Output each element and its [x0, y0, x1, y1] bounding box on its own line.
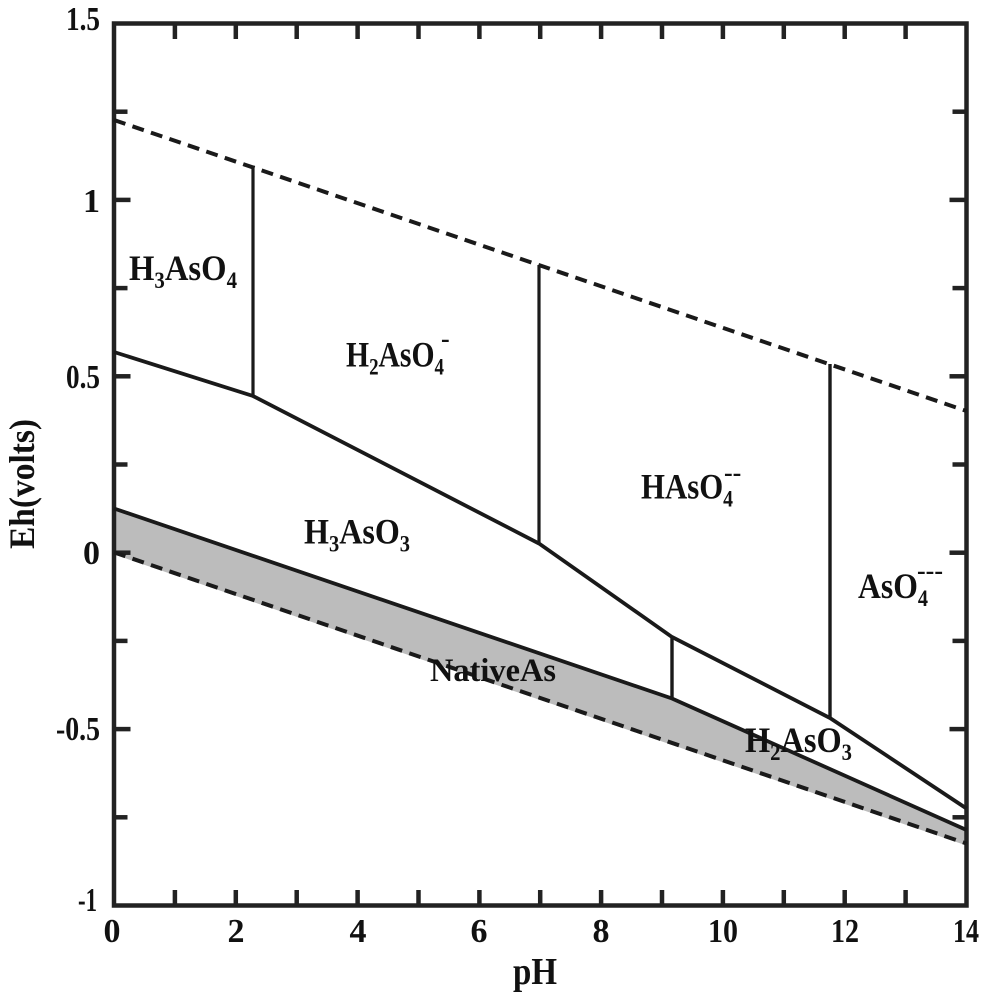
- svg-text:---: ---: [917, 556, 943, 585]
- svg-text:pH: pH: [513, 951, 557, 993]
- svg-text:HAsO4: HAsO4: [641, 467, 733, 512]
- svg-text:NativeAs: NativeAs: [430, 653, 556, 689]
- svg-text:4: 4: [350, 913, 367, 950]
- svg-text:AsO4: AsO4: [858, 566, 928, 611]
- svg-text:H2AsO3: H2AsO3: [745, 720, 852, 765]
- svg-text:-0.5: -0.5: [56, 711, 100, 748]
- svg-text:6: 6: [471, 913, 488, 950]
- svg-text:1.5: 1.5: [66, 1, 100, 38]
- svg-text:--: --: [724, 458, 741, 487]
- svg-text:H3AsO4: H3AsO4: [129, 248, 237, 293]
- svg-text:14: 14: [953, 913, 979, 950]
- svg-text:8: 8: [593, 913, 610, 950]
- svg-text:Eh(volts): Eh(volts): [2, 419, 42, 549]
- svg-text:12: 12: [831, 913, 859, 950]
- svg-text:1: 1: [83, 183, 100, 220]
- svg-text:0.5: 0.5: [66, 359, 100, 396]
- svg-text:0: 0: [83, 535, 100, 572]
- svg-text:10: 10: [708, 913, 738, 950]
- svg-text:H2AsO4: H2AsO4: [346, 335, 444, 380]
- svg-text:0: 0: [104, 913, 121, 950]
- svg-text:-1: -1: [78, 882, 97, 919]
- svg-text:2: 2: [228, 913, 245, 950]
- svg-text:H3AsO3: H3AsO3: [304, 512, 410, 557]
- svg-text:-: -: [441, 324, 450, 353]
